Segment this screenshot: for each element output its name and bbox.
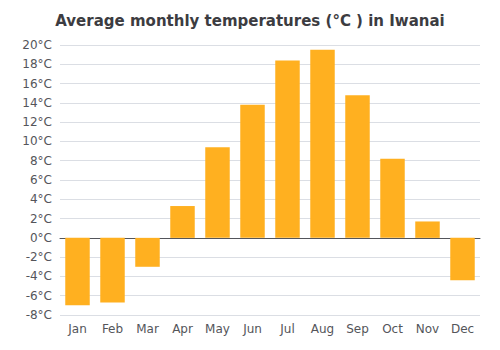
svg-text:Mar: Mar	[136, 322, 159, 336]
svg-text:Aug: Aug	[311, 322, 334, 336]
svg-text:May: May	[205, 322, 230, 336]
svg-text:16°C: 16°C	[22, 77, 52, 91]
svg-text:20°C: 20°C	[22, 38, 52, 52]
svg-text:4°C: 4°C	[30, 192, 52, 206]
svg-text:Feb: Feb	[102, 322, 123, 336]
svg-text:Nov: Nov	[416, 322, 439, 336]
svg-text:Sep: Sep	[346, 322, 369, 336]
svg-text:18°C: 18°C	[22, 57, 52, 71]
svg-text:10°C: 10°C	[22, 134, 52, 148]
svg-text:Jan: Jan	[67, 322, 87, 336]
svg-text:12°C: 12°C	[22, 115, 52, 129]
svg-text:Apr: Apr	[172, 322, 193, 336]
svg-text:6°C: 6°C	[30, 173, 52, 187]
svg-text:-6°C: -6°C	[26, 289, 52, 303]
svg-text:Dec: Dec	[451, 322, 474, 336]
svg-text:-2°C: -2°C	[26, 250, 52, 264]
svg-text:0°C: 0°C	[30, 231, 52, 245]
svg-text:-4°C: -4°C	[26, 269, 52, 283]
svg-text:-8°C: -8°C	[26, 308, 52, 322]
svg-text:2°C: 2°C	[30, 212, 52, 226]
svg-text:Jul: Jul	[279, 322, 294, 336]
svg-text:Average monthly temperatures (: Average monthly temperatures (°C ) in Iw…	[55, 12, 444, 30]
svg-text:8°C: 8°C	[30, 154, 52, 168]
svg-text:Oct: Oct	[382, 322, 403, 336]
svg-text:Jun: Jun	[242, 322, 262, 336]
svg-text:14°C: 14°C	[22, 96, 52, 110]
